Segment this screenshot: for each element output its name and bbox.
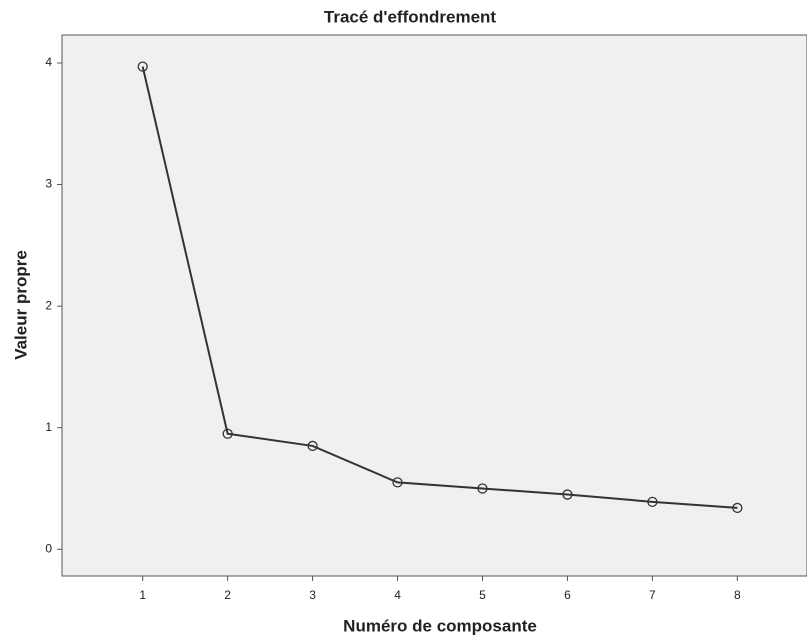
- x-tick-label: 3: [309, 588, 316, 602]
- chart-title: Tracé d'effondrement: [324, 7, 497, 26]
- plot-area: [61, 34, 807, 577]
- point: [307, 440, 318, 452]
- y-tick-label: 3: [45, 177, 52, 191]
- x-tick-label: 7: [649, 588, 656, 602]
- y-axis-label: Valeur propre: [11, 250, 30, 360]
- point: [477, 483, 488, 494]
- x-tick-label: 5: [479, 588, 486, 602]
- x-tick-label: 1: [139, 588, 146, 602]
- y-tick-label: 2: [45, 298, 52, 312]
- x-tick-label: 2: [224, 588, 231, 602]
- x-axis-label: Numéro de composante: [343, 616, 537, 635]
- x-tick-label: 6: [564, 588, 571, 602]
- point: [562, 489, 573, 500]
- point: [137, 61, 148, 72]
- y-tick-label: 4: [45, 55, 52, 69]
- point: [647, 496, 658, 507]
- point: [222, 428, 233, 439]
- x-tick-label: 8: [734, 588, 741, 602]
- line: [141, 66, 738, 509]
- y-tick-label: 0: [45, 541, 52, 555]
- x-tick-label: 4: [394, 588, 401, 602]
- y-tick-label: 1: [45, 420, 52, 434]
- point: [732, 502, 743, 514]
- point: [392, 477, 403, 488]
